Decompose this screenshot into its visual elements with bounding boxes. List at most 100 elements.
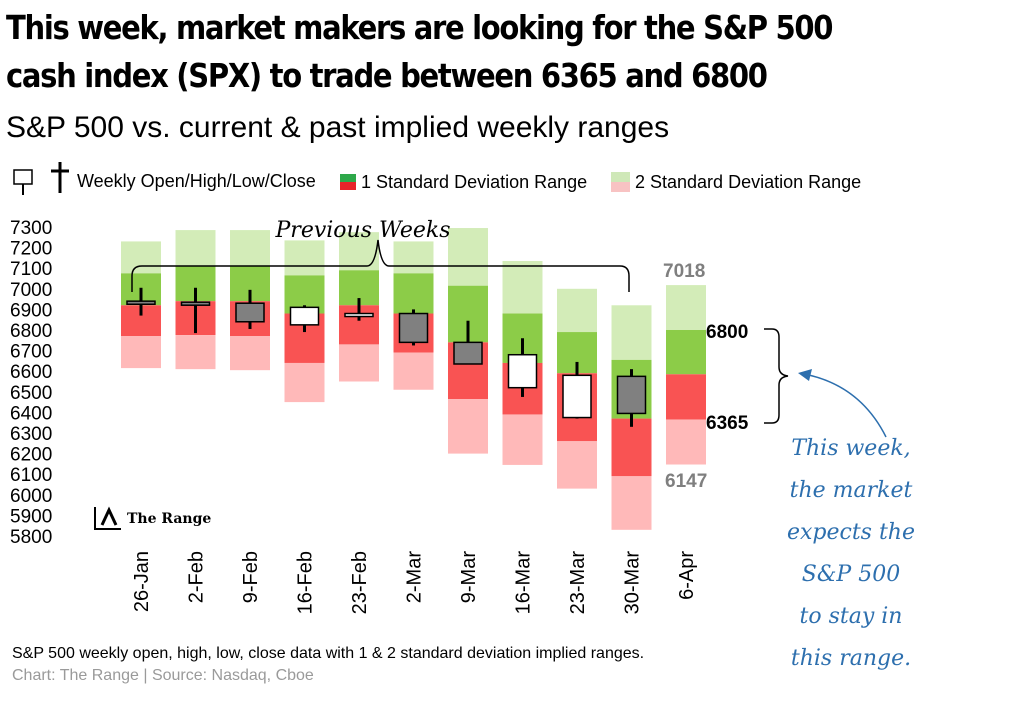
y-tick-label: 7200 (10, 239, 52, 260)
callout-arrow (803, 373, 887, 438)
y-tick-label: 5900 (10, 506, 52, 527)
x-tick-label: 6-Apr (676, 551, 698, 600)
range-2sd-lower-26-Jan (121, 336, 161, 369)
x-axis: 26-Jan 2-Feb 9-Feb 16-Feb 23-Feb 2-Mar 9-Mar 16… (131, 551, 698, 615)
legend-2sd-red-swatch (611, 182, 630, 192)
range-2sd-upper-16-Feb (284, 240, 325, 276)
chart-subtitle: S&P 500 vs. current & past implied weekl… (6, 111, 670, 144)
candle-body-16-Mar (507, 353, 538, 389)
y-tick-label: 6600 (10, 362, 52, 383)
previous-weeks-label: Previous Weeks (275, 218, 451, 243)
y-tick-label: 6100 (10, 465, 52, 486)
callout-text: This week, the market expects the S&P 50… (766, 428, 936, 680)
callout-line: This week, (791, 436, 911, 461)
y-tick-label: 6900 (10, 300, 52, 321)
range-2sd-upper-26-Jan (121, 241, 161, 274)
x-tick-label: 9-Mar (458, 551, 480, 604)
one-sd-low-label: 6365 (706, 413, 749, 434)
two-sd-low-label: 6147 (665, 471, 707, 492)
x-tick-label: 2-Mar (404, 551, 426, 604)
y-tick-label: 6200 (10, 445, 52, 466)
callout-line: this range. (790, 646, 912, 671)
legend-candle-icon (13, 169, 33, 185)
y-tick-label: 6000 (10, 486, 52, 507)
range-2sd-lower-23-Mar (557, 441, 597, 489)
legend-1sd-red-swatch (340, 182, 356, 190)
x-tick-label: 16-Mar (513, 551, 535, 615)
y-tick-label: 7000 (10, 280, 52, 301)
range-2sd-upper-9-Feb (230, 230, 270, 267)
range-1sd-lower-6-Apr (666, 374, 706, 420)
y-axis: 7300720071007000690068006700660065006400… (10, 218, 52, 548)
range-2sd-upper-23-Mar (557, 288, 597, 333)
candle-body-9-Mar (453, 341, 483, 365)
x-tick-label: 30-Mar (622, 551, 644, 615)
range-1sd-upper-2-Mar (393, 273, 434, 314)
range-2sd-lower-30-Mar (611, 476, 652, 530)
candle-body-23-Mar (562, 374, 592, 419)
callout-arrowhead (798, 369, 812, 381)
candle-body-2-Mar (398, 312, 429, 344)
range-2sd-lower-16-Feb (284, 362, 325, 403)
range-2sd-upper-23-Feb (339, 232, 379, 271)
range-2sd-lower-23-Feb (339, 344, 379, 382)
previous-weeks-brace (131, 239, 630, 292)
range-2sd-lower-2-Mar (393, 352, 434, 390)
source-credit: Chart: The Range | Source: Nasdaq, Cboe (12, 667, 314, 684)
one-sd-high-label: 6800 (706, 322, 748, 343)
brand-logo-icon (94, 507, 121, 530)
x-tick-label: 2-Feb (186, 551, 208, 603)
y-tick-label: 7300 (10, 218, 52, 239)
range-2sd-upper-16-Mar (502, 260, 543, 314)
range-2sd-lower-9-Feb (230, 336, 270, 371)
x-tick-label: 16-Feb (295, 551, 317, 614)
callout-line: S&P 500 (801, 562, 901, 587)
y-tick-label: 7100 (10, 259, 52, 280)
y-tick-label: 6400 (10, 403, 52, 424)
range-2sd-lower-16-Mar (502, 414, 543, 465)
legend-1sd-label: 1 Standard Deviation Range (361, 172, 587, 192)
range-2sd-upper-30-Mar (611, 305, 652, 360)
range-1sd-lower-30-Mar (611, 418, 652, 477)
y-tick-label: 6500 (10, 383, 52, 404)
candle-body-26-Jan (126, 300, 156, 306)
range-2sd-upper-2-Feb (175, 230, 216, 267)
legend-1sd-green-swatch (340, 174, 356, 182)
y-tick-label: 5800 (10, 527, 52, 548)
legend: Weekly Open/High/Low/Close 1 Standard De… (13, 162, 861, 195)
brand-logo-mark (100, 506, 118, 526)
headline-line-2: cash index (SPX) to trade between 6365 a… (6, 56, 768, 95)
brand-logo: The Range (94, 506, 211, 530)
headline-line-1: This week, market makers are looking for… (6, 8, 833, 47)
range-2sd-upper-9-Mar (448, 228, 488, 286)
brand-logo-text: The Range (127, 511, 211, 527)
candle-body-30-Mar (616, 375, 647, 415)
y-tick-label: 6700 (10, 342, 52, 363)
legend-2sd-label: 2 Standard Deviation Range (635, 172, 861, 192)
callout-line: the market (789, 478, 913, 503)
weekly-candles (126, 287, 647, 427)
footnote: S&P 500 weekly open, high, low, close da… (12, 645, 645, 662)
range-2sd-lower-6-Apr (666, 419, 706, 465)
y-tick-label: 6300 (10, 424, 52, 445)
range-2sd-lower-9-Mar (448, 399, 488, 454)
x-tick-label: 9-Feb (240, 551, 262, 603)
y-tick-label: 6800 (10, 321, 52, 342)
legend-ohlc-label: Weekly Open/High/Low/Close (77, 171, 316, 191)
range-2sd-upper-2-Mar (393, 241, 434, 274)
candle-body-16-Feb (289, 306, 320, 326)
two-sd-high-label: 7018 (663, 261, 705, 282)
x-tick-label: 26-Jan (131, 551, 153, 612)
range-1sd-upper-6-Apr (666, 330, 706, 375)
callout-line: expects the (786, 520, 915, 545)
range-2sd-lower-2-Feb (175, 335, 216, 370)
candle-body-23-Feb (344, 312, 374, 318)
legend-2sd-green-swatch (611, 172, 630, 182)
range-2sd-upper-6-Apr (666, 285, 706, 330)
x-tick-label: 23-Mar (567, 551, 589, 615)
candle-body-9-Feb (235, 302, 265, 323)
candle-body-2-Feb (180, 301, 211, 306)
x-tick-label: 23-Feb (349, 551, 371, 614)
callout-line: to stay in (799, 604, 903, 629)
